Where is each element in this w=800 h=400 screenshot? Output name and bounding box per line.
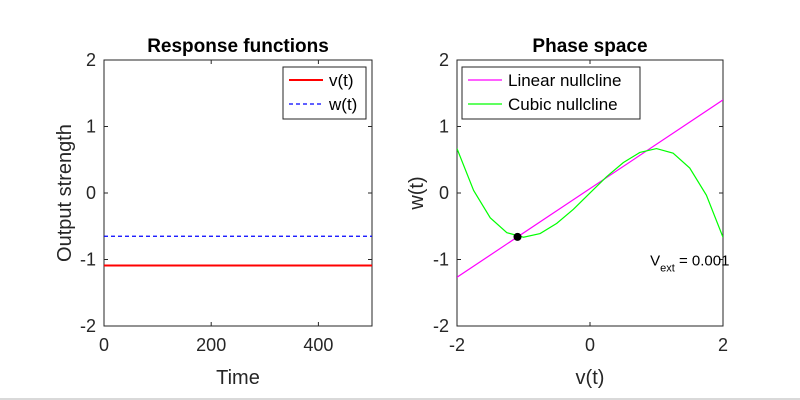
legend-box [461,66,641,120]
data-layer [104,235,372,267]
equilibrium-point [513,232,522,241]
chart-title: Phase space [532,36,647,57]
x-tick-label: -2 [449,335,465,355]
x-tick-label: 0 [99,335,109,355]
legend-label: Linear nullcline [508,71,621,90]
annotation-base: V [650,253,660,270]
y-tick-label: -1 [433,250,449,270]
annotation-subscript: ext [660,263,675,275]
legend-label: w(t) [328,95,357,114]
x-tick-label: 0 [585,335,595,355]
y-tick-label: 2 [439,50,449,70]
x-tick-label: 200 [196,335,226,355]
legend-label: Cubic nullcline [508,95,618,114]
data-layer [457,99,723,278]
x-tick-label: 400 [303,335,333,355]
y-tick-label: -2 [433,316,449,336]
chart-title: Response functions [147,36,329,57]
y-tick-label: 0 [86,183,96,203]
v-ext-annotation: Vext = 0.001 [650,253,729,275]
legend: v(t) w(t) [282,66,367,120]
y-tick-label: -1 [80,250,96,270]
y-tick-label: 1 [86,117,96,137]
x-axis-label: v(t) [576,367,605,389]
x-axis-label: Time [216,367,260,389]
legend-label: v(t) [329,71,354,90]
y-tick-label: 0 [439,183,449,203]
y-tick-label: 2 [86,50,96,70]
legend-box [282,66,367,120]
legend: Linear nullcline Cubic nullcline [461,66,641,120]
y-axis-label: w(t) [406,176,428,210]
y-axis-label: Output strength [54,124,76,262]
x-tick-label: 2 [718,335,728,355]
bottom-divider [0,398,800,400]
annotation-value: = 0.001 [675,253,730,270]
y-tick-label: -2 [80,316,96,336]
series-line-linear-nullcline [457,99,723,278]
series-line-cubic-nullcline [457,147,723,238]
phase-space-panel: -2 0 2 -2 -1 0 1 2 Vext = 0.001 Linear nullcline C… [406,36,729,389]
response-functions-panel: 0 200 400 -2 -1 0 1 2 v(t) w(t) Response functions… [54,36,373,389]
y-tick-label: 1 [439,117,449,137]
